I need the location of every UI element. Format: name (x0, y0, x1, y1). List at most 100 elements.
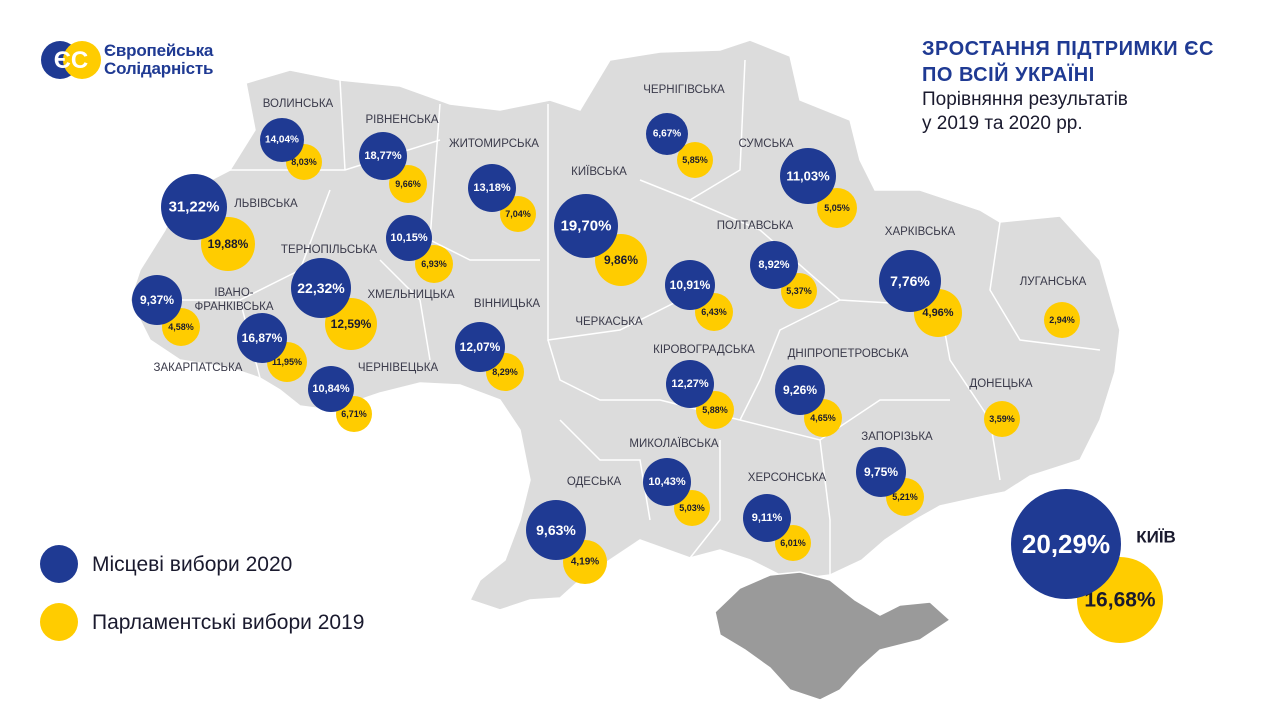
bubble-2020-label-rivnenska: 18,77% (364, 150, 402, 162)
region-label-vinnytska: ВІННИЦЬКА (474, 298, 540, 310)
bubble-2020-label-mykolayivska: 10,43% (648, 476, 686, 488)
bubble-2020-mykolayivska (643, 458, 691, 506)
title-line-1: ЗРОСТАННЯ ПІДТРИМКИ ЄС (922, 38, 1214, 60)
logo: ЄС Європейська Солідарність (40, 40, 240, 82)
region-label-ivano-frankivska-part1: ІВАНО- (214, 287, 253, 299)
bubble-2020-cherkaska (665, 260, 715, 310)
region-label-khmelnytska: ХМЕЛЬНИЦЬКА (367, 289, 454, 301)
bubble-2019-donetska (984, 401, 1020, 437)
bubble-2020-label-kyyivska: 19,70% (561, 218, 612, 235)
bubble-2020-kyyivska (554, 194, 618, 258)
bubble-2019-label-zhytomyrska: 7,04% (505, 209, 531, 219)
region-label-sumska: СУМСЬКА (738, 138, 793, 150)
bubble-2020-label-chernihivska: 6,67% (653, 129, 681, 140)
region-label-volynska: ВОЛИНСЬКА (263, 98, 334, 110)
bubble-2020-label-zhytomyrska: 13,18% (473, 182, 511, 194)
region-label-kharkivska: ХАРКІВСЬКА (885, 226, 956, 238)
region-label-zaporizka: ЗАПОРІЗЬКА (861, 431, 933, 443)
region-border (639, 59, 746, 201)
region-label-kyyivska: КИЇВСЬКА (571, 166, 627, 178)
logo-circle-yellow (63, 41, 101, 79)
bubble-2019-label-ternopilska: 12,59% (331, 317, 372, 331)
bubble-2020-label-chernivetska: 10,84% (312, 383, 350, 395)
region-label-odeska: ОДЕСЬКА (567, 476, 622, 488)
bubble-2019-label-chernivetska: 6,71% (341, 409, 367, 419)
region-label-mykolayivska: МИКОЛАЇВСЬКА (629, 438, 718, 450)
bubble-2019-label-vinnytska: 8,29% (492, 367, 518, 377)
bubble-2020-label-dnipropetrovska: 9,26% (783, 383, 817, 397)
region-label-kirovohradska: КІРОВОГРАДСЬКА (653, 344, 755, 356)
bubble-2019-label-kharkivska: 4,96% (922, 307, 953, 319)
region-label-chernivetska: ЧЕРНІВЕЦЬКА (358, 362, 439, 374)
bubble-2020-label-cherkaska: 10,91% (670, 278, 711, 292)
bubble-2020-sumska (780, 148, 836, 204)
bubble-2019-label-mykolayivska: 5,03% (679, 503, 705, 513)
logo-line-1: Європейська (104, 41, 214, 60)
bubble-2019-sumska (817, 188, 857, 228)
region-border (819, 439, 831, 575)
bubble-2020-volynska (260, 118, 304, 162)
legend-dot-blue (40, 545, 78, 583)
bubble-2019-label-kyyivska: 9,86% (604, 253, 638, 267)
bubble-2019-label-khmelnytska: 6,93% (421, 259, 447, 269)
region-label-poltavska: ПОЛТАВСЬКА (717, 220, 794, 232)
region-label-luhanska: ЛУГАНСЬКА (1020, 276, 1087, 288)
bubble-2020-vinnytska (455, 322, 505, 372)
region-label-ivano-frankivska-part2: ФРАНКІВСЬКА (194, 301, 273, 313)
bubble-2020-chernihivska (646, 113, 688, 155)
subtitle-line-1: Порівняння результатів (922, 89, 1128, 110)
bubble-2020-zhytomyrska (468, 164, 516, 212)
legend-label-parliament-2019: Парламентські вибори 2019 (92, 611, 365, 634)
bubble-2020-label-kharkivska: 7,76% (890, 273, 930, 289)
region-label-zakarpatska: ЗАКАРПАТСЬКА (154, 362, 243, 374)
region-label-lvivska: ЛЬВІВСЬКА (234, 198, 298, 210)
region-border (180, 189, 331, 301)
region-border (547, 104, 681, 341)
title-line-2: ПО ВСІЙ УКРАЇНІ (922, 64, 1095, 86)
region-labels: ВОЛИНСЬКА РІВНЕНСЬКА ЖИТОМИРСЬКА КИЇВСЬКА ЧЕ… (154, 84, 1176, 547)
region-label-cherkaska: ЧЕРКАСЬКА (575, 316, 643, 328)
region-border (230, 139, 441, 171)
legend-dot-yellow (40, 603, 78, 641)
bubble-2020-label-volynska: 14,04% (265, 135, 299, 146)
bubble-2019-label-khersonska: 6,01% (780, 538, 806, 548)
region-border (339, 79, 346, 171)
bubble-2020-khersonska (743, 494, 791, 542)
title-block: ЗРОСТАННЯ ПІДТРИМКИ ЄС ПО ВСІЙ УКРАЇНІ П… (922, 36, 1262, 136)
bubble-2020-ivano-frankivska (237, 313, 287, 363)
region-border (989, 221, 1101, 351)
result-bubbles: 8,03% 14,04% 9,66% 18,77% 7,04% 13,18% 9,86% 19… (132, 113, 1163, 643)
region-border (689, 440, 721, 559)
region-label-kyyiv: КИЇВ (1136, 528, 1176, 547)
bubble-2020-label-kyyiv: 20,29% (1022, 529, 1110, 559)
bubble-2020-label-sumska: 11,03% (786, 169, 830, 184)
bubble-2020-zakarpatska (132, 275, 182, 325)
bubble-2019-chernihivska (677, 142, 713, 178)
bubble-2019-label-sumska: 5,05% (824, 203, 850, 213)
bubble-2020-label-vinnytska: 12,07% (460, 340, 501, 354)
bubble-2020-label-odeska: 9,63% (536, 522, 576, 538)
bubble-2019-label-zaporizka: 5,21% (892, 492, 918, 502)
region-label-donetska: ДОНЕЦЬКА (969, 378, 1032, 390)
legend-item-local-2020: Місцеві вибори 2020 (40, 545, 420, 585)
region-label-ternopilska: ТЕРНОПІЛЬСЬКА (281, 244, 377, 256)
region-border (739, 399, 950, 441)
bubble-2020-khmelnytska (386, 215, 432, 261)
bubble-2019-label-zakarpatska: 4,58% (168, 322, 194, 332)
region-border (739, 299, 841, 421)
bubble-2020-poltavska (750, 241, 798, 289)
region-border (379, 259, 431, 361)
bubble-2020-lvivska (161, 174, 227, 240)
bubble-2019-rivnenska (389, 165, 427, 203)
region-label-dnipropetrovska: ДНІПРОПЕТРОВСЬКА (788, 348, 909, 360)
region-label-rivnenska: РІВНЕНСЬКА (365, 114, 438, 126)
logo-mark-text: ЄС (54, 47, 88, 74)
bubble-2020-label-khmelnytska: 10,15% (390, 232, 428, 244)
bubble-2019-label-kirovohradska: 5,88% (702, 405, 728, 415)
bubble-2019-label-rivnenska: 9,66% (395, 179, 421, 189)
legend-label-local-2020: Місцеві вибори 2020 (92, 553, 293, 576)
bubble-2020-label-kirovohradska: 12,27% (671, 378, 709, 390)
region-label-chernihivska: ЧЕРНІГІВСЬКА (643, 84, 725, 96)
bubble-2019-label-lvivska: 19,88% (208, 237, 249, 251)
bubble-2020-dnipropetrovska (775, 365, 825, 415)
